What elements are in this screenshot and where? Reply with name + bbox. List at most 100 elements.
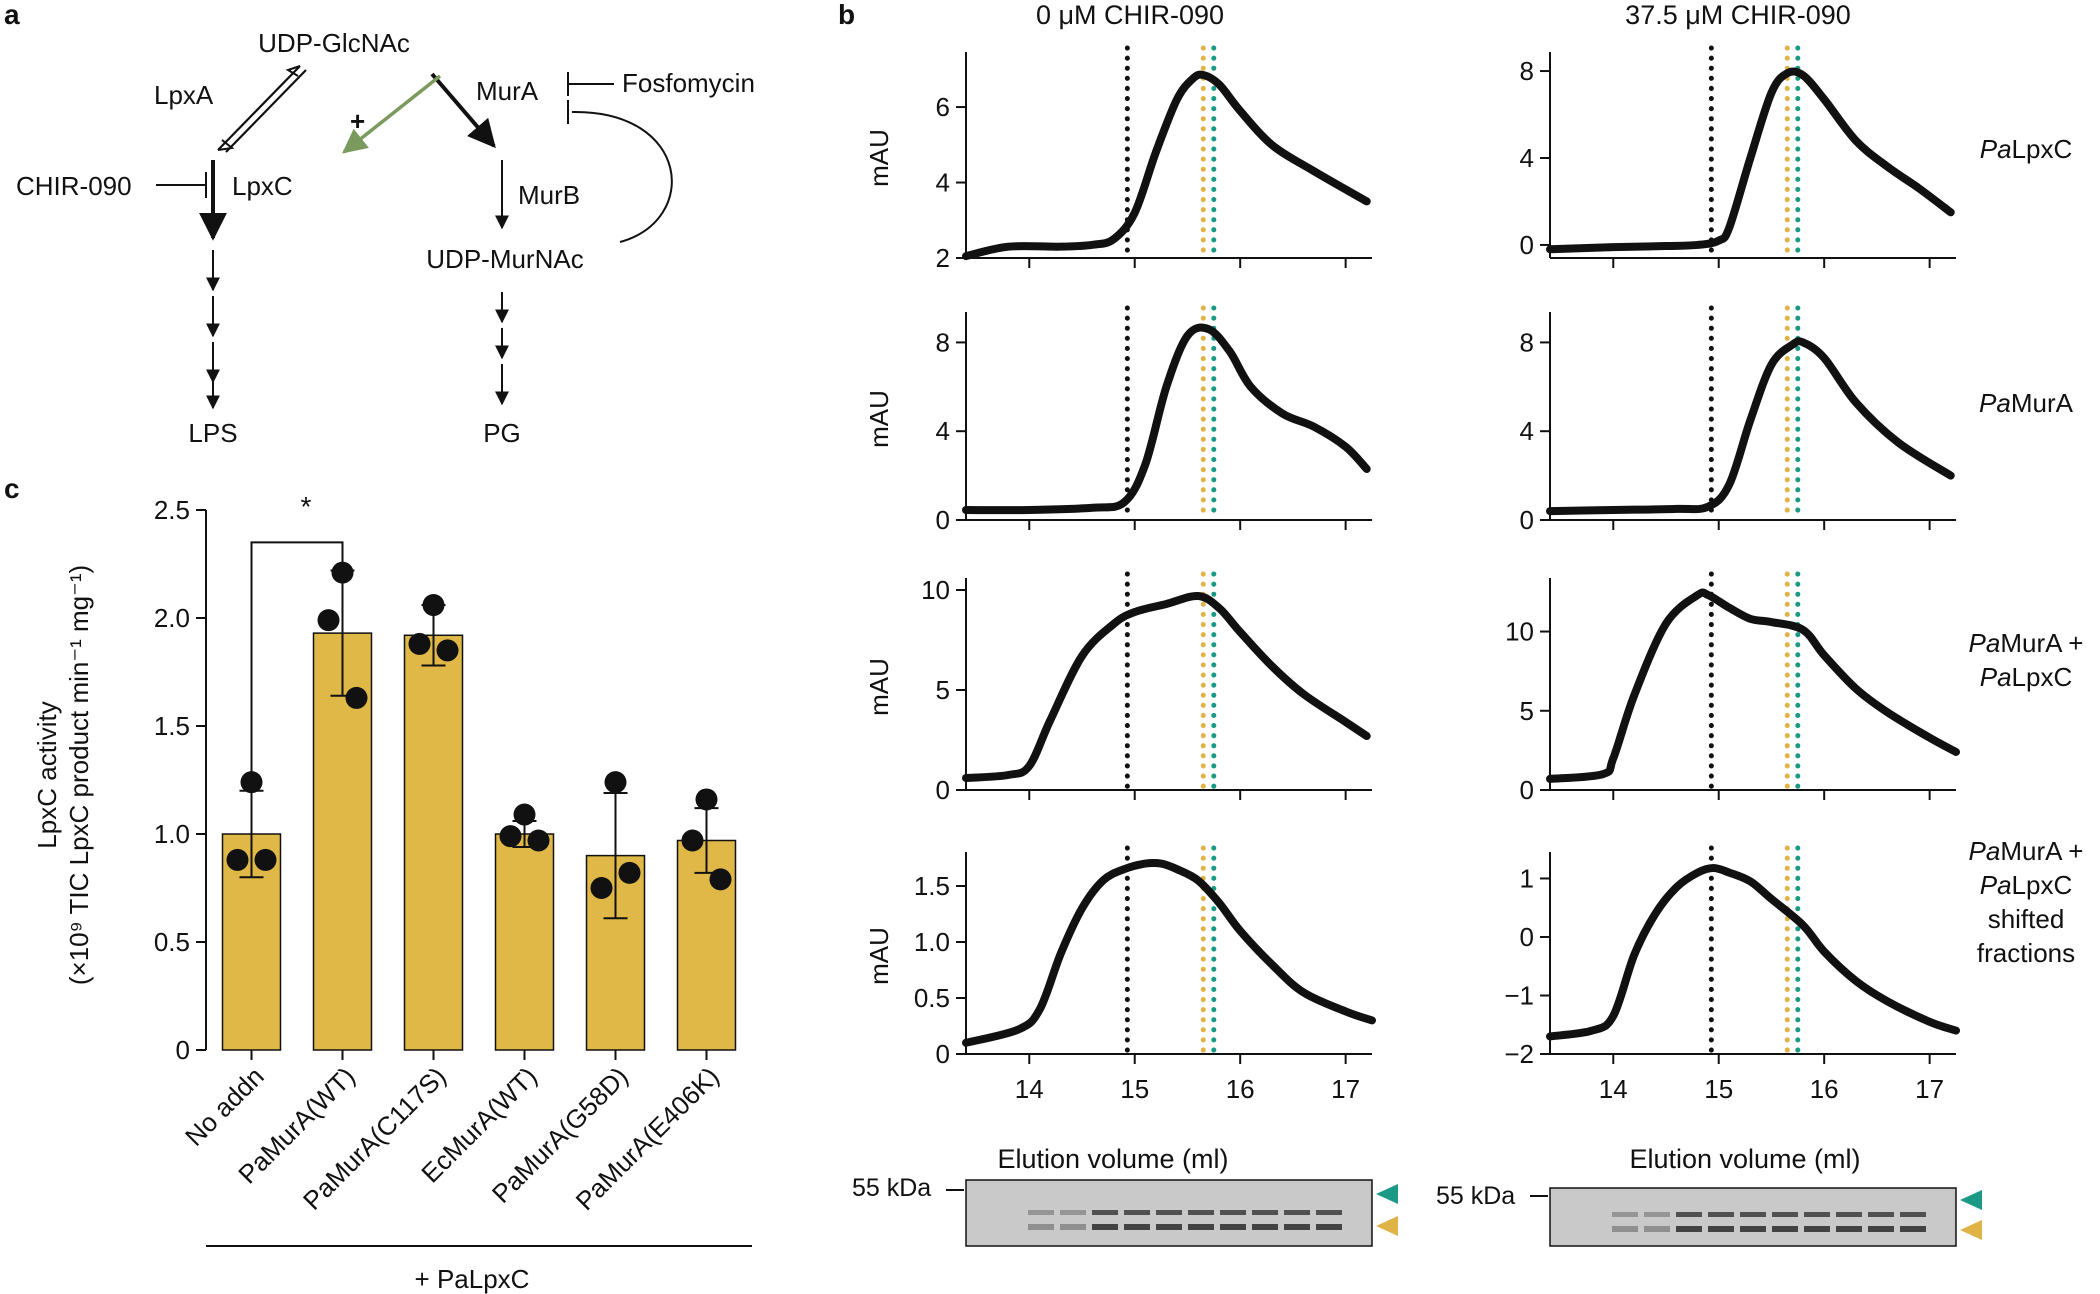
gel-band-upper: [1092, 1210, 1118, 1215]
teal-band-marker-left: [1376, 1184, 1398, 1204]
chromatogram-y-tick-label: 0: [1520, 505, 1534, 535]
bar-chart-footer: + PaLpxC: [415, 1264, 530, 1294]
chromatogram-y-tick-label: 8: [936, 327, 950, 357]
significance-star: *: [301, 491, 312, 522]
gel-band-upper: [1284, 1210, 1310, 1215]
data-point: [317, 609, 340, 632]
gel-band-upper: [1900, 1212, 1926, 1217]
gel-band-upper: [1220, 1210, 1246, 1215]
gel-marker-right: 55 kDa: [1436, 1182, 1515, 1210]
chromatogram-y-tick-label: 0: [1520, 775, 1534, 805]
gel-band-upper: [1868, 1212, 1894, 1217]
udp-murnac-label: UDP-MurNAc: [426, 244, 583, 274]
chromatogram-row-label: PaMurA: [1979, 388, 2074, 418]
chromatogram-trace: [962, 70, 1371, 261]
column-title-0um: 0 μM CHIR-090: [1036, 0, 1224, 30]
chromatogram-y-tick-label: 4: [936, 168, 950, 198]
mura-activation-arrow: [342, 74, 442, 154]
data-point: [331, 561, 354, 584]
chromatogram-trace: [962, 591, 1371, 782]
mura-label: MurA: [476, 76, 539, 106]
gel-band-upper: [1188, 1210, 1214, 1215]
gel-band-lower: [1252, 1224, 1278, 1230]
lpxa-label: LpxA: [154, 80, 214, 110]
gel-band-lower: [1316, 1224, 1342, 1230]
murb-label: MurB: [518, 180, 580, 210]
panel-label-c: c: [4, 473, 20, 504]
data-point: [695, 788, 718, 811]
gel-band-lower: [1156, 1224, 1182, 1230]
lpxa-reverse-line: [225, 69, 307, 153]
data-point: [345, 686, 368, 709]
pg-label: PG: [483, 418, 521, 448]
activation-plus-sign: +: [350, 106, 365, 136]
chromatogram-y-tick-label: 1: [1520, 863, 1534, 893]
chromatogram-x-tick-label: 16: [1226, 1074, 1255, 1104]
udp-glcnac-label: UDP-GlcNAc: [258, 28, 410, 58]
significance-bracket: [250, 541, 344, 776]
chromatogram-row-label: shifted: [1988, 904, 2065, 934]
data-point: [254, 848, 277, 871]
chromatogram-ylabel: mAU: [864, 390, 894, 448]
gel-band-upper: [1644, 1212, 1670, 1217]
chromatogram-x-tick-label: 16: [1810, 1074, 1839, 1104]
sec-chromatograms: 0 μM CHIR-090 37.5 μM CHIR-090 Elution v…: [864, 0, 2083, 1174]
lpxa-forward-line: [217, 65, 301, 151]
teal-band-marker-right: [1960, 1190, 1982, 1210]
gel-band-lower: [1284, 1224, 1310, 1230]
chromatogram-row-label: PaLpxC: [1980, 870, 2073, 900]
mura-arrow: [430, 72, 496, 149]
gel-band-lower: [1644, 1226, 1670, 1232]
chromatogram-y-tick-label: −2: [1504, 1039, 1534, 1069]
chromatogram-row-label: PaLpxC: [1980, 134, 2073, 164]
gel-band-upper: [1252, 1210, 1278, 1215]
chromatogram-ylabel: mAU: [864, 129, 894, 187]
xlabel-right: Elution volume (ml): [1629, 1144, 1860, 1174]
gel-band-lower: [1676, 1226, 1702, 1232]
chromatogram-row-label: PaMurA +: [1969, 628, 2084, 658]
gel-band-lower: [1836, 1226, 1862, 1232]
data-point: [590, 877, 613, 899]
data-point: [604, 771, 627, 794]
gel-band-lower: [1124, 1224, 1150, 1230]
chromatogram-trace: [1546, 337, 1955, 516]
gel-band-lower: [1092, 1224, 1118, 1230]
data-point: [240, 771, 263, 794]
chromatogram-y-tick-label: 5: [936, 675, 950, 705]
chromatogram-trace: [962, 858, 1376, 1047]
bar-chart-y-tick-label: 0.5: [154, 927, 190, 957]
chromatogram-trace: [1546, 588, 1960, 783]
chromatogram-row-label: PaLpxC: [1980, 662, 2073, 692]
chromatogram-y-tick-label: 0: [936, 1039, 950, 1069]
gel-band-upper: [1708, 1212, 1734, 1217]
chromatogram-ylabel: mAU: [864, 658, 894, 716]
gold-band-marker-right: [1960, 1220, 1982, 1240]
column-title-37um: 37.5 μM CHIR-090: [1625, 0, 1851, 30]
data-point: [422, 594, 445, 617]
chromatogram-y-tick-label: 5: [1520, 696, 1534, 726]
gel-band-lower: [1612, 1226, 1638, 1232]
pathway-diagram: UDP-GlcNAc LpxA LpxC CHIR-090 LPS MurA +…: [16, 28, 755, 448]
gel-bands-right: [1612, 1212, 1926, 1232]
bar-chart-category-label: No addn: [179, 1061, 270, 1152]
gel-bands-left: [1028, 1210, 1342, 1230]
chromatogram-trace: [1546, 67, 1955, 254]
chromatogram-y-tick-label: 0: [1520, 922, 1534, 952]
bar-chart-ylabel-line2: (×10⁹ TIC LpxC product min⁻¹ mg⁻¹): [64, 565, 94, 985]
chir090-label: CHIR-090: [16, 171, 132, 201]
chromatogram-y-tick-label: −1: [1504, 980, 1534, 1010]
lpxc-activity-bar-chart: LpxC activity (×10⁹ TIC LpxC product min…: [32, 491, 752, 1294]
chromatogram-y-tick-label: 0.5: [914, 983, 950, 1013]
bar: [403, 634, 464, 1051]
chromatogram-y-tick-label: 1.0: [914, 927, 950, 957]
chromatogram-y-tick-label: 6: [936, 92, 950, 122]
chromatogram-trace: [962, 323, 1371, 515]
gel-band-lower: [1708, 1226, 1734, 1232]
gel-band-lower: [1804, 1226, 1830, 1232]
chromatogram-y-tick-label: 4: [1520, 143, 1534, 173]
data-point: [527, 829, 550, 852]
gel-band-upper: [1156, 1210, 1182, 1215]
chromatogram-y-tick-label: 1.5: [914, 871, 950, 901]
bar-chart-y-tick-label: 1.0: [154, 819, 190, 849]
gel-band-lower: [1868, 1226, 1894, 1232]
